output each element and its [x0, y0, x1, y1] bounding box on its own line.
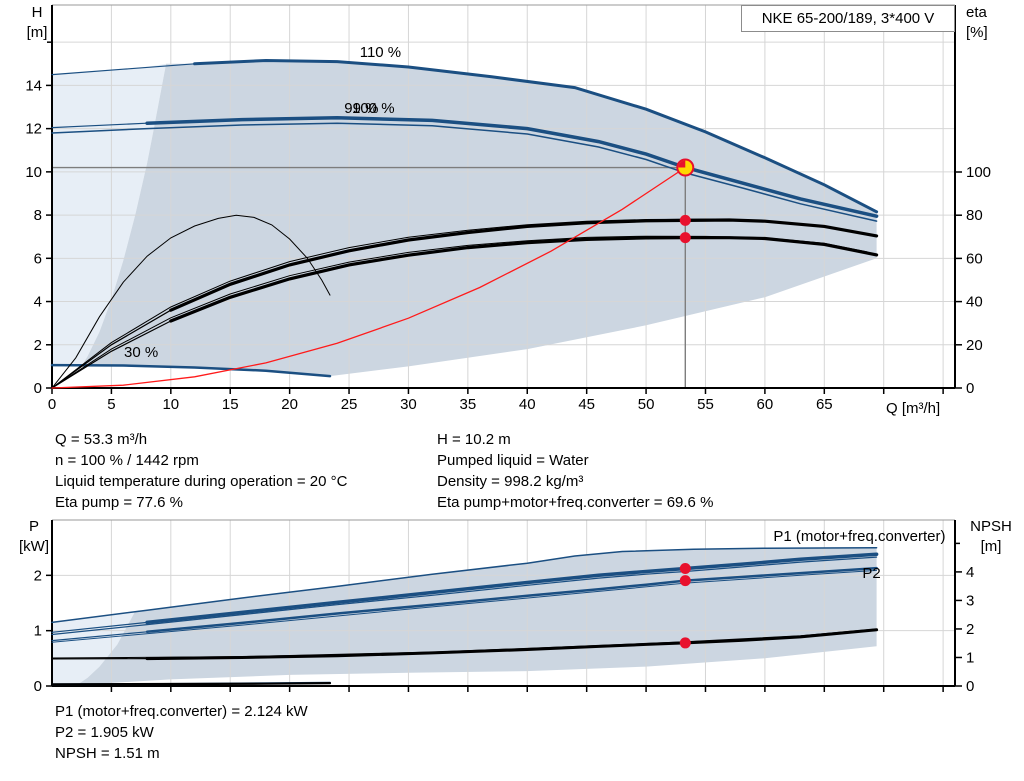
- right-tick-label: 60: [966, 250, 983, 267]
- info-line-q: Q = 53.3 m³/h: [55, 431, 148, 448]
- x-tick-label: 10: [162, 396, 179, 413]
- left-tick-label: 1: [34, 623, 42, 640]
- npsh-curve: [145, 628, 879, 661]
- p1-110-curve: [51, 546, 878, 624]
- x-tick-label: 20: [281, 396, 298, 413]
- right-tick-label: 4: [966, 564, 974, 581]
- label-99-percent: 99 %: [344, 100, 378, 117]
- info-line-eta-total: Eta pump+motor+freq.converter = 69.6 %: [437, 494, 714, 511]
- left-tick-label: 4: [34, 294, 42, 311]
- label-p1: P1 (motor+freq.converter): [773, 528, 945, 545]
- x-tick-label: 15: [222, 396, 239, 413]
- q-axis-title: Q [m³/h]: [886, 400, 941, 417]
- info-line-h: H = 10.2 m: [437, 431, 511, 448]
- right-tick-label: 40: [966, 294, 983, 311]
- pump-title: NKE 65-200/189, 3*400 V: [761, 10, 935, 27]
- x-tick-label: 5: [107, 396, 115, 413]
- x-tick-label: 65: [816, 396, 833, 413]
- duty-info-right: H = 10.2 m Pumped liquid = Water Density…: [437, 429, 713, 513]
- x-tick-label: 40: [519, 396, 536, 413]
- left-tick-label: 2: [34, 567, 42, 584]
- pump-curve-100: [145, 116, 879, 218]
- info-line-n: n = 100 % / 1442 rpm: [55, 452, 199, 469]
- info-line-eta-pump: Eta pump = 77.6 %: [55, 494, 183, 511]
- pump-curve-110: [193, 58, 879, 214]
- npsh-30-curve: [50, 682, 332, 686]
- operating-envelope-dark: [81, 60, 877, 377]
- p1-curve: [145, 552, 879, 625]
- right-tick-label: 2: [966, 621, 974, 638]
- h-axis-title: H [m]: [26, 4, 48, 41]
- p-axis-title: P [kW]: [19, 518, 49, 555]
- right-tick-label: 0: [966, 380, 974, 397]
- left-tick-label: 10: [25, 164, 42, 181]
- duty-dot: [679, 637, 691, 649]
- x-tick-label: 0: [48, 396, 56, 413]
- duty-dot: [679, 232, 691, 244]
- info-line-p1: P1 (motor+freq.converter) = 2.124 kW: [55, 703, 308, 720]
- label-30-percent: 30 %: [124, 344, 158, 361]
- info-line-p2: P2 = 1.905 kW: [55, 724, 154, 741]
- info-line-temperature: Liquid temperature during operation = 20…: [55, 473, 348, 490]
- x-tick-label: 60: [757, 396, 774, 413]
- right-tick-label: 20: [966, 337, 983, 354]
- p2-99-curve: [51, 569, 878, 643]
- pump-title-box: NKE 65-200/189, 3*400 V: [741, 5, 955, 32]
- eta-pump-curve: [169, 218, 879, 312]
- left-tick-label: 0: [34, 678, 42, 695]
- x-tick-label: 25: [341, 396, 358, 413]
- x-tick-label: 50: [638, 396, 655, 413]
- right-tick-label: 3: [966, 592, 974, 609]
- hq-eta-chart: 0 5 10 15 20 25 30 35 40 45 50 55 60 65 0 2 4 6 8 10 12 14 0 20…: [25, 4, 991, 413]
- left-tick-label: 2: [34, 337, 42, 354]
- p1-99-curve: [51, 556, 878, 636]
- label-100-percent: 100 %: [352, 100, 395, 117]
- x-tick-label: 35: [460, 396, 477, 413]
- x-tick-label: 30: [400, 396, 417, 413]
- p2-curve: [145, 566, 878, 634]
- label-p2: P2: [862, 565, 880, 582]
- info-line-npsh: NPSH = 1.51 m: [55, 745, 160, 762]
- power-info: P1 (motor+freq.converter) = 2.124 kW P2 …: [55, 701, 308, 764]
- right-tick-label: 0: [966, 678, 974, 695]
- pump-curve-30: [50, 363, 332, 378]
- left-tick-label: 6: [34, 250, 42, 267]
- info-line-density: Density = 998.2 kg/m³: [437, 473, 584, 490]
- x-tick-label: 55: [697, 396, 714, 413]
- info-line-liquid: Pumped liquid = Water: [437, 452, 589, 469]
- system-curve: [51, 166, 686, 389]
- duty-info-left: Q = 53.3 m³/h n = 100 % / 1442 rpm Liqui…: [55, 429, 347, 513]
- duty-dot: [679, 575, 691, 587]
- left-tick-label: 8: [34, 207, 42, 224]
- left-tick-label: 0: [34, 380, 42, 397]
- pump-curve-99: [51, 122, 878, 222]
- left-tick-label: 14: [25, 77, 42, 94]
- eta-reduced-speed-arc: [51, 214, 331, 389]
- left-tick-label: 12: [25, 121, 42, 138]
- power-npsh-chart: 0 1 2 0 1 2 3 4 P1 (motor+freq.converter) P2: [34, 519, 974, 695]
- duty-dot: [679, 562, 691, 574]
- x-tick-label: 45: [578, 396, 595, 413]
- npsh-axis-title: NPSH [m]: [970, 518, 1012, 555]
- right-tick-label: 100: [966, 164, 991, 181]
- eta-total-curve: [169, 236, 879, 323]
- label-110-percent: 110 %: [360, 44, 401, 61]
- duty-dot: [679, 214, 691, 226]
- right-tick-label: 80: [966, 207, 983, 224]
- eta-axis-title: eta [%]: [966, 4, 988, 41]
- operating-point-wedge: [678, 160, 686, 168]
- right-tick-label: 1: [966, 649, 974, 666]
